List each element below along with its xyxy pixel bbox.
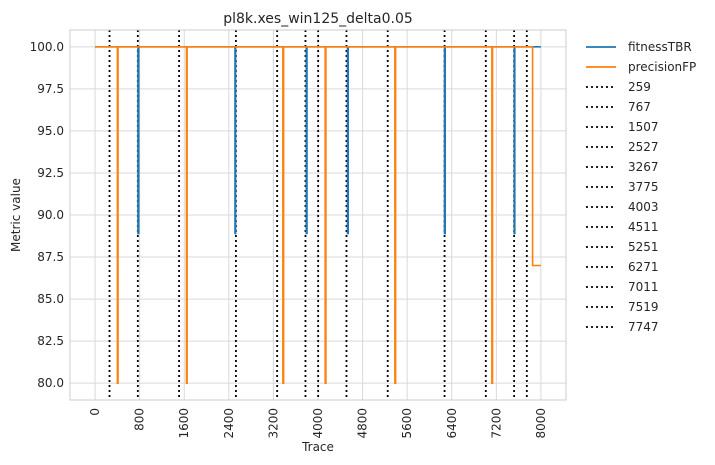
legend-label: 767 bbox=[628, 100, 651, 114]
y-axis-label: Metric value bbox=[9, 178, 23, 252]
legend-label: fitnessTBR bbox=[628, 40, 692, 54]
legend-label: 4003 bbox=[628, 200, 659, 214]
legend-label: 1507 bbox=[628, 120, 659, 134]
legend-label: 7011 bbox=[628, 280, 659, 294]
series-line-precisionFP bbox=[95, 46, 541, 384]
legend-label: 2527 bbox=[628, 140, 659, 154]
plot-frame bbox=[69, 29, 567, 401]
y-tick-label: 87.5 bbox=[37, 250, 64, 264]
x-tick-label: 0 bbox=[88, 408, 102, 416]
y-tick-label: 92.5 bbox=[37, 166, 64, 180]
legend-label: 7519 bbox=[628, 300, 659, 314]
x-tick-label: 1600 bbox=[177, 408, 191, 439]
legend: fitnessTBR precisionFP 259 767 1507 2527 3267 3… bbox=[586, 40, 696, 334]
legend-label: 4511 bbox=[628, 220, 659, 234]
y-tick-label: 90.0 bbox=[37, 208, 64, 222]
legend-label: 7747 bbox=[628, 320, 659, 334]
x-tick-label: 800 bbox=[133, 408, 147, 431]
y-tick-label: 95.0 bbox=[37, 124, 64, 138]
y-tick-label: 82.5 bbox=[37, 334, 64, 348]
chart-title: pl8k.xes_win125_delta0.05 bbox=[223, 11, 413, 27]
legend-label: 5251 bbox=[628, 240, 659, 254]
x-tick-label: 2400 bbox=[222, 408, 236, 439]
x-tick-label: 3200 bbox=[266, 408, 280, 439]
legend-label: precisionFP bbox=[628, 60, 696, 74]
x-tick-label: 5600 bbox=[400, 408, 414, 439]
y-tick-label: 85.0 bbox=[37, 292, 64, 306]
y-tick-label: 80.0 bbox=[37, 376, 64, 390]
x-tick-label: 4800 bbox=[356, 408, 370, 439]
x-tick-label: 8000 bbox=[534, 408, 548, 439]
axes: 0 800 1600 2400 3200 4000 4800 5600 6400 7200 8000… bbox=[30, 29, 567, 439]
series-lines bbox=[95, 46, 541, 384]
x-axis-label: Trace bbox=[301, 440, 334, 454]
legend-label: 259 bbox=[628, 80, 651, 94]
x-tick-label: 6400 bbox=[445, 408, 459, 439]
y-tick-label: 100.0 bbox=[30, 40, 64, 54]
y-tick-label: 97.5 bbox=[37, 82, 64, 96]
legend-label: 6271 bbox=[628, 260, 659, 274]
x-tick-label: 4000 bbox=[311, 408, 325, 439]
x-tick-label: 7200 bbox=[489, 408, 503, 439]
legend-label: 3267 bbox=[628, 160, 659, 174]
legend-label: 3775 bbox=[628, 180, 659, 194]
